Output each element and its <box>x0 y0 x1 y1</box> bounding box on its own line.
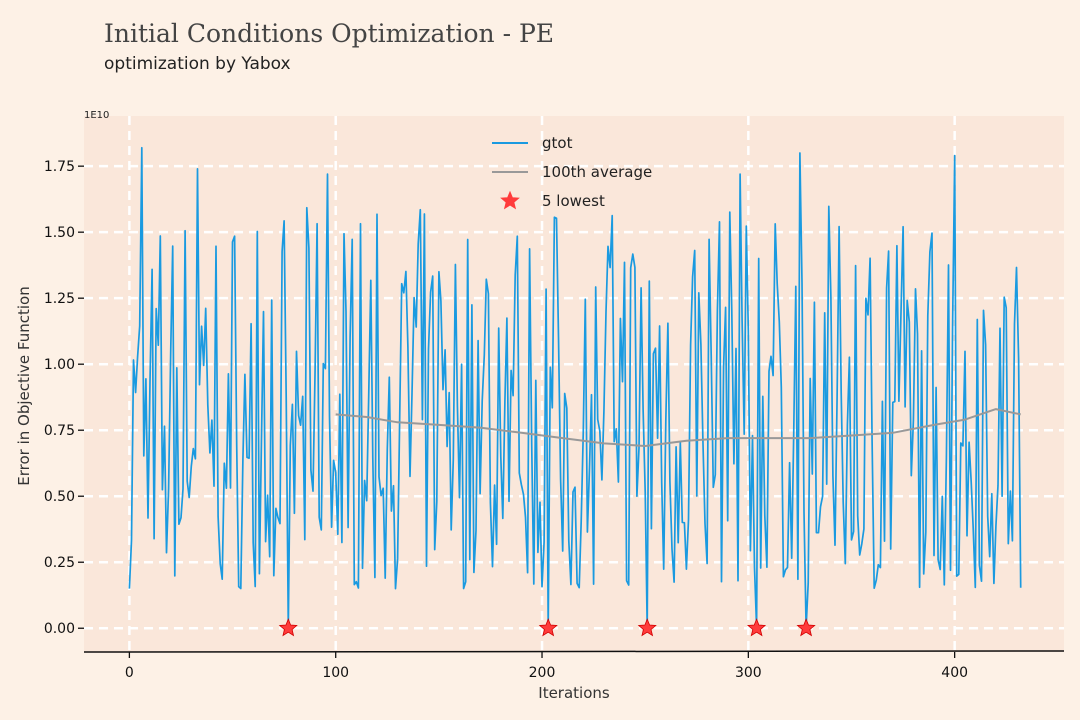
legend-label-gtot: gtot <box>542 134 573 152</box>
series-100th-average <box>335 408 1021 447</box>
lowest-point-2 <box>637 618 657 637</box>
y-tick-label-1: 0.25 <box>44 555 75 571</box>
y-tick-label-2: 0.50 <box>44 489 75 505</box>
x-axis-label: Iterations <box>538 684 610 702</box>
y-tick-label-4: 1.00 <box>44 357 75 373</box>
lowest-point-4 <box>796 618 816 637</box>
legend-label-5-lowest: 5 lowest <box>542 192 605 210</box>
lowest-point-3 <box>746 618 767 637</box>
series-5-lowest <box>278 618 816 637</box>
y-tick-label-6: 1.50 <box>44 225 75 241</box>
legend-label-100th-average: 100th average <box>542 163 652 181</box>
lowest-point-0 <box>278 618 298 637</box>
chart-subtitle: optimization by Yabox <box>104 54 291 74</box>
legend: gtot 100th average 5 lowest <box>492 134 652 210</box>
y-tick-label-0: 0.00 <box>44 621 75 637</box>
x-tick-label-1: 100 <box>322 665 349 681</box>
x-tick-label-3: 300 <box>735 665 762 681</box>
y-scale-label: 1E10 <box>84 110 109 121</box>
y-tick-label-5: 1.25 <box>44 291 75 307</box>
100th-average-line <box>335 408 1021 447</box>
y-tick-label-7: 1.75 <box>44 159 75 175</box>
lowest-point-1 <box>538 618 558 637</box>
x-tick-label-2: 200 <box>529 665 556 681</box>
chart-title: Initial Conditions Optimization - PE <box>104 19 554 48</box>
x-axis-line <box>83 650 1065 653</box>
x-tick-label-0: 0 <box>125 665 134 681</box>
x-axis-ticks: 0 100 200 300 400 <box>125 652 968 681</box>
series-gtot <box>128 146 1022 630</box>
legend-swatch-5-lowest <box>500 190 520 210</box>
y-axis-label: Error in Objective Function <box>15 286 33 485</box>
y-axis-ticks: 0.00 0.25 0.50 0.75 1.00 1.25 1.50 1.75 <box>44 159 84 637</box>
x-tick-label-4: 400 <box>941 665 968 681</box>
y-tick-label-3: 0.75 <box>44 423 75 439</box>
gtot-line <box>128 146 1022 630</box>
